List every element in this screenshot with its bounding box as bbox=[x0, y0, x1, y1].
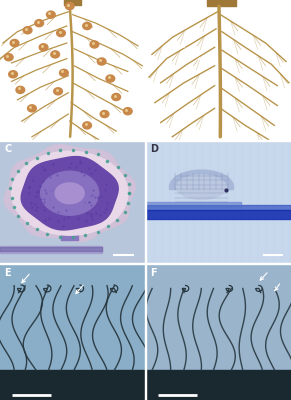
Ellipse shape bbox=[65, 2, 74, 10]
Ellipse shape bbox=[83, 122, 91, 129]
Ellipse shape bbox=[60, 69, 68, 76]
Ellipse shape bbox=[106, 75, 115, 82]
Text: D: D bbox=[150, 144, 159, 154]
Text: F: F bbox=[150, 268, 157, 278]
Ellipse shape bbox=[35, 20, 44, 27]
Polygon shape bbox=[55, 183, 84, 204]
Ellipse shape bbox=[4, 54, 13, 61]
Polygon shape bbox=[21, 156, 118, 230]
Ellipse shape bbox=[28, 105, 36, 112]
Text: A: A bbox=[6, 2, 13, 12]
Ellipse shape bbox=[16, 86, 25, 94]
Ellipse shape bbox=[123, 108, 132, 115]
Ellipse shape bbox=[51, 51, 60, 58]
Polygon shape bbox=[12, 151, 128, 235]
Ellipse shape bbox=[47, 11, 55, 18]
Ellipse shape bbox=[57, 30, 65, 37]
Polygon shape bbox=[169, 170, 234, 190]
Text: B: B bbox=[152, 2, 159, 12]
Ellipse shape bbox=[100, 110, 109, 118]
Ellipse shape bbox=[83, 22, 91, 30]
Ellipse shape bbox=[54, 88, 63, 95]
Ellipse shape bbox=[9, 71, 17, 78]
Ellipse shape bbox=[39, 44, 48, 51]
Text: C: C bbox=[4, 144, 12, 154]
Ellipse shape bbox=[10, 40, 19, 46]
Ellipse shape bbox=[112, 94, 120, 100]
Polygon shape bbox=[177, 175, 226, 199]
Ellipse shape bbox=[23, 27, 32, 34]
Ellipse shape bbox=[97, 58, 106, 65]
Polygon shape bbox=[41, 171, 99, 215]
Text: E: E bbox=[4, 268, 11, 278]
Polygon shape bbox=[4, 145, 135, 242]
Ellipse shape bbox=[90, 41, 99, 48]
